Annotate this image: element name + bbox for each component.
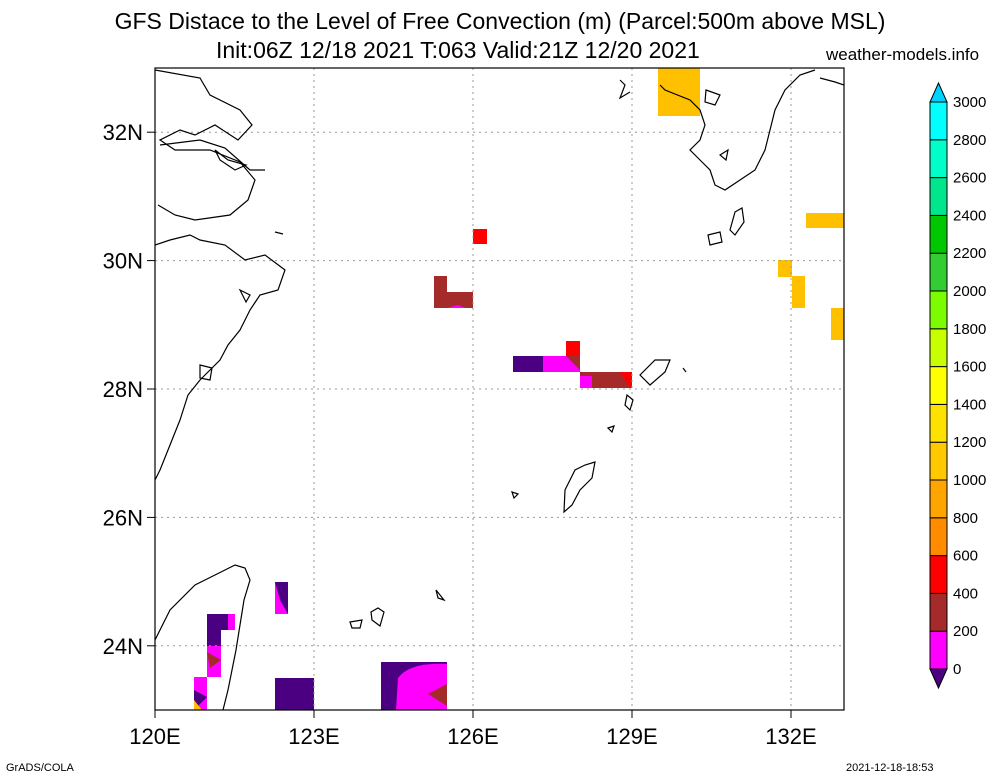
lat-tick-label: 30N [103,249,143,274]
colorbar-box [929,517,948,557]
colorbar-box [929,479,948,519]
lon-tick-label: 129E [606,724,657,749]
colorbar-box [929,290,948,330]
field-cell [658,68,700,116]
field-cell [396,663,447,710]
colorbar-label: 1800 [953,321,986,338]
colorbar-arrow-top [929,81,948,103]
colorbar-box [929,403,948,443]
field-shading [194,68,844,710]
lat-tick-label: 28N [103,377,143,402]
colorbar-label: 1000 [953,472,986,489]
lat-tick-label: 26N [103,505,143,530]
colorbar-label: 3000 [953,94,986,111]
field-cell [566,341,580,356]
field-cell [473,229,487,244]
colorbar-box [929,252,948,292]
colorbar-label: 2000 [953,283,986,300]
field-cell [228,614,235,630]
colorbar-box [929,555,948,594]
field-cell [513,356,543,372]
site-credit: weather-models.info [826,45,980,64]
colorbar-label: 400 [953,585,978,602]
field-cell [207,652,221,668]
field-cell [580,376,592,388]
colorbar-label: 2600 [953,170,986,187]
colorbar-box [929,177,948,216]
field-cell [275,678,314,710]
field-cell [207,630,221,646]
gridlines [155,68,844,710]
colorbar-box [929,328,948,368]
colorbar-box [929,101,948,141]
colorbar-label: 1600 [953,359,986,376]
colorbar: 0 200 400 600 800 1000 1200 1400 1600 1800 2000 220… [929,81,986,690]
lat-tick-label: 32N [103,120,143,145]
colorbar-box [929,441,948,481]
map-subtitle: Init:06Z 12/18 2021 T:063 Valid:21Z 12/2… [216,37,700,63]
field-cell [275,582,288,614]
footer-timestamp: 2021-12-18-18:53 [846,762,934,774]
field-cell [806,213,844,228]
colorbar-label: 800 [953,510,978,527]
colorbar-label: 0 [953,661,961,678]
colorbar-label: 200 [953,623,978,640]
field-cell [566,356,580,370]
footer-credit: GrADS/COLA [6,762,74,774]
colorbar-box [929,139,948,179]
field-cell [831,308,844,340]
field-cell [194,700,202,710]
colorbar-box [929,592,948,632]
lon-tick-label: 123E [288,724,339,749]
colorbar-label: 2800 [953,132,986,149]
axis-ticks: 120E 123E 126E 129E 132E 24N 26N 28N 30N 32N [103,120,817,749]
colorbar-label: 1200 [953,434,986,451]
field-cell [580,372,630,388]
lon-tick-label: 120E [129,724,180,749]
colorbar-label: 2400 [953,207,986,224]
colorbar-box [929,214,948,254]
colorbar-box [929,366,948,405]
field-cell [428,684,447,706]
field-cell [447,305,466,308]
colorbar-label: 2200 [953,245,986,262]
field-cell [778,260,792,277]
field-cell [434,276,447,308]
colorbar-label: 600 [953,548,978,565]
lon-tick-label: 132E [765,724,816,749]
map-title: GFS Distace to the Level of Free Convect… [114,8,886,34]
field-cell [447,292,473,308]
colorbar-box [929,630,948,670]
field-cell [792,276,805,308]
lon-tick-label: 126E [447,724,498,749]
colorbar-arrow-bottom [929,668,948,690]
lat-tick-label: 24N [103,634,143,659]
colorbar-label: 1400 [953,396,986,413]
coastlines [155,69,844,710]
